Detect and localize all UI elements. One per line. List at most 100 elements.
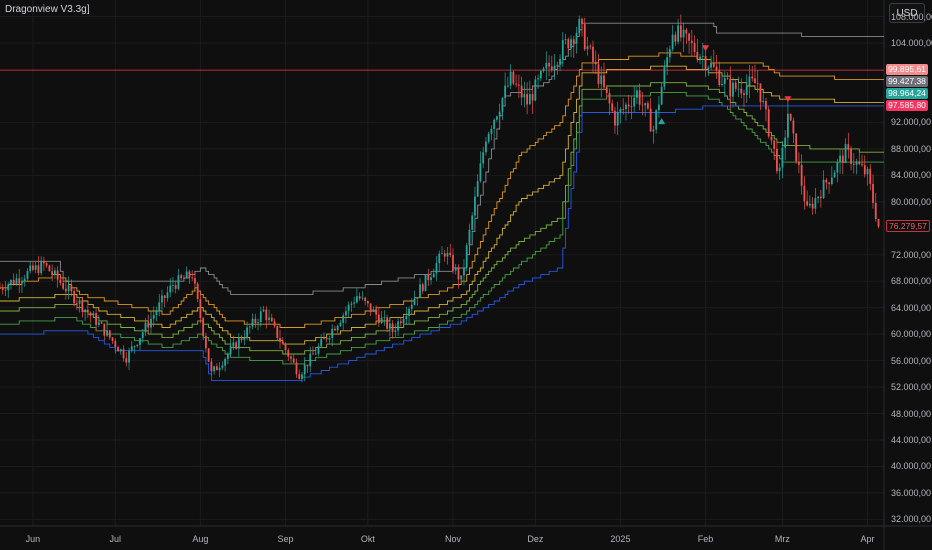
candle-body <box>600 75 603 84</box>
y-tick-label: 108.000,00 <box>891 11 932 22</box>
candle-body <box>493 119 496 129</box>
candle-body <box>474 196 476 216</box>
candle-body <box>748 76 751 86</box>
candle-body <box>125 358 128 363</box>
candle-body <box>803 185 806 202</box>
candle-body <box>248 326 251 328</box>
candle-body <box>501 97 504 112</box>
candle-body <box>350 303 353 305</box>
candle-body <box>795 133 798 162</box>
candle-body <box>485 141 487 153</box>
candle-body <box>139 338 141 345</box>
candle-body <box>861 164 863 166</box>
candle-body <box>81 300 84 313</box>
candle-body <box>377 314 380 324</box>
candle-body <box>276 325 279 339</box>
candle-body <box>633 97 636 107</box>
x-tick-label: Apr <box>860 534 875 544</box>
candle-body <box>482 152 485 164</box>
candle-body <box>185 271 188 279</box>
candle-body <box>37 265 40 274</box>
candle-body <box>647 103 649 109</box>
candle-body <box>210 361 213 372</box>
candle-body <box>213 366 216 372</box>
candle-body <box>103 323 106 336</box>
candle-body <box>740 88 743 94</box>
sell-signal-marker <box>702 45 710 52</box>
candle-body <box>163 295 166 299</box>
candle-body <box>743 93 745 95</box>
candle-body <box>399 321 402 324</box>
candle-body <box>592 46 594 62</box>
candle-body <box>701 55 704 57</box>
candle-body <box>361 297 364 299</box>
candle-body <box>611 103 614 111</box>
candle-body <box>328 338 331 340</box>
y-tick-label: 52.000,00 <box>891 382 932 393</box>
candle-body <box>40 260 43 274</box>
candle-body <box>517 84 520 86</box>
candle-body <box>117 347 119 352</box>
candle-body <box>62 283 65 289</box>
candle-body <box>89 312 92 316</box>
candle-body <box>852 163 855 165</box>
candle-body <box>671 34 674 50</box>
candle-body <box>830 177 833 184</box>
y-tick-label: 40.000,00 <box>891 461 932 472</box>
candle-body <box>427 274 430 281</box>
candle-body <box>100 322 103 324</box>
candle-body <box>369 303 372 312</box>
candle-body <box>657 104 660 111</box>
candle-body <box>797 161 800 165</box>
candle-body <box>421 284 424 292</box>
x-tick-label: Dez <box>527 534 544 544</box>
candle-body <box>4 289 7 291</box>
candle-body <box>811 203 814 209</box>
candle-body <box>48 265 51 272</box>
x-tick-label: Jul <box>109 534 122 544</box>
candle-body <box>836 162 839 173</box>
candle-body <box>237 338 240 349</box>
candle-body <box>734 82 737 89</box>
candle-body <box>314 353 317 355</box>
candle-body <box>751 76 754 79</box>
indicator-title[interactable]: Dragonview V3.3g] <box>5 4 90 15</box>
candle-body <box>863 165 866 175</box>
candle-body <box>273 321 276 326</box>
candle-body <box>215 366 218 371</box>
candle-body <box>372 309 375 312</box>
candle-body <box>839 155 841 163</box>
candle-body <box>320 339 323 347</box>
candle-body <box>375 309 378 315</box>
candle-body <box>232 342 235 347</box>
candle-body <box>246 327 248 339</box>
y-tick-label: 32.000,00 <box>891 514 932 525</box>
candle-body <box>218 367 221 371</box>
candle-body <box>1 287 4 290</box>
candle-body <box>155 311 158 315</box>
candle-body <box>419 284 421 298</box>
candle-body <box>29 265 32 272</box>
candle-body <box>449 252 452 256</box>
candle-body <box>778 167 781 172</box>
candle-body <box>506 85 509 87</box>
candle-body <box>312 353 314 355</box>
candle-body <box>723 78 726 84</box>
candle-body <box>161 295 163 303</box>
currency-button[interactable]: USD <box>889 3 925 23</box>
candle-body <box>539 71 542 79</box>
candle-body <box>594 61 597 65</box>
candle-body <box>616 112 619 126</box>
candle-body <box>712 63 715 67</box>
candle-body <box>147 322 150 328</box>
candle-body <box>789 113 792 121</box>
candle-body <box>405 315 408 320</box>
candle-body <box>545 62 548 69</box>
candle-body <box>759 83 762 103</box>
candle-body <box>86 309 89 313</box>
candle-body <box>226 354 229 359</box>
candle-body <box>257 322 259 323</box>
